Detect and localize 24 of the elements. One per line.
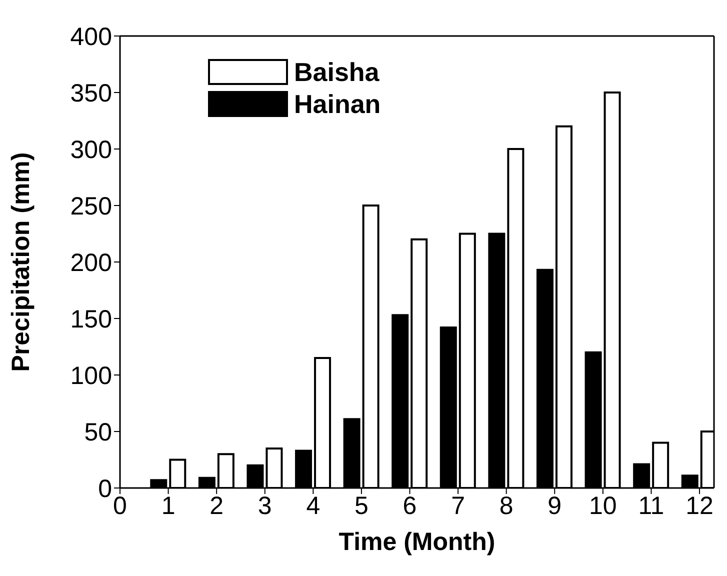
y-tick-label: 100 bbox=[70, 362, 112, 390]
y-tick-label: 200 bbox=[70, 248, 112, 277]
x-tick-label: 2 bbox=[210, 492, 224, 520]
y-tick-label: 350 bbox=[70, 79, 112, 108]
x-tick-label: 5 bbox=[354, 492, 368, 520]
x-tick-label: 10 bbox=[589, 492, 617, 520]
x-tick-label: 4 bbox=[306, 492, 320, 520]
y-tick-label: 50 bbox=[84, 418, 112, 446]
y-axis-title: Precipitation (mm) bbox=[6, 152, 35, 372]
x-tick-label: 7 bbox=[451, 492, 465, 520]
x-tick-label: 6 bbox=[402, 492, 417, 520]
x-tick-label: 12 bbox=[686, 492, 714, 520]
y-tick-label: 300 bbox=[70, 136, 112, 164]
x-tick-label: 9 bbox=[548, 492, 562, 520]
y-tick-label: 250 bbox=[70, 192, 112, 220]
y-tick-label: 150 bbox=[70, 305, 112, 334]
x-tick-label: 3 bbox=[258, 492, 272, 520]
x-tick-label: 8 bbox=[499, 492, 514, 520]
x-axis-title: Time (Month) bbox=[338, 528, 496, 556]
legend-label: Baisha bbox=[294, 56, 380, 88]
x-tick-label: 11 bbox=[638, 492, 664, 520]
y-tick-label: 400 bbox=[70, 22, 112, 51]
x-tick-label: 1 bbox=[161, 492, 176, 520]
legend-label: Hainan bbox=[294, 88, 381, 120]
